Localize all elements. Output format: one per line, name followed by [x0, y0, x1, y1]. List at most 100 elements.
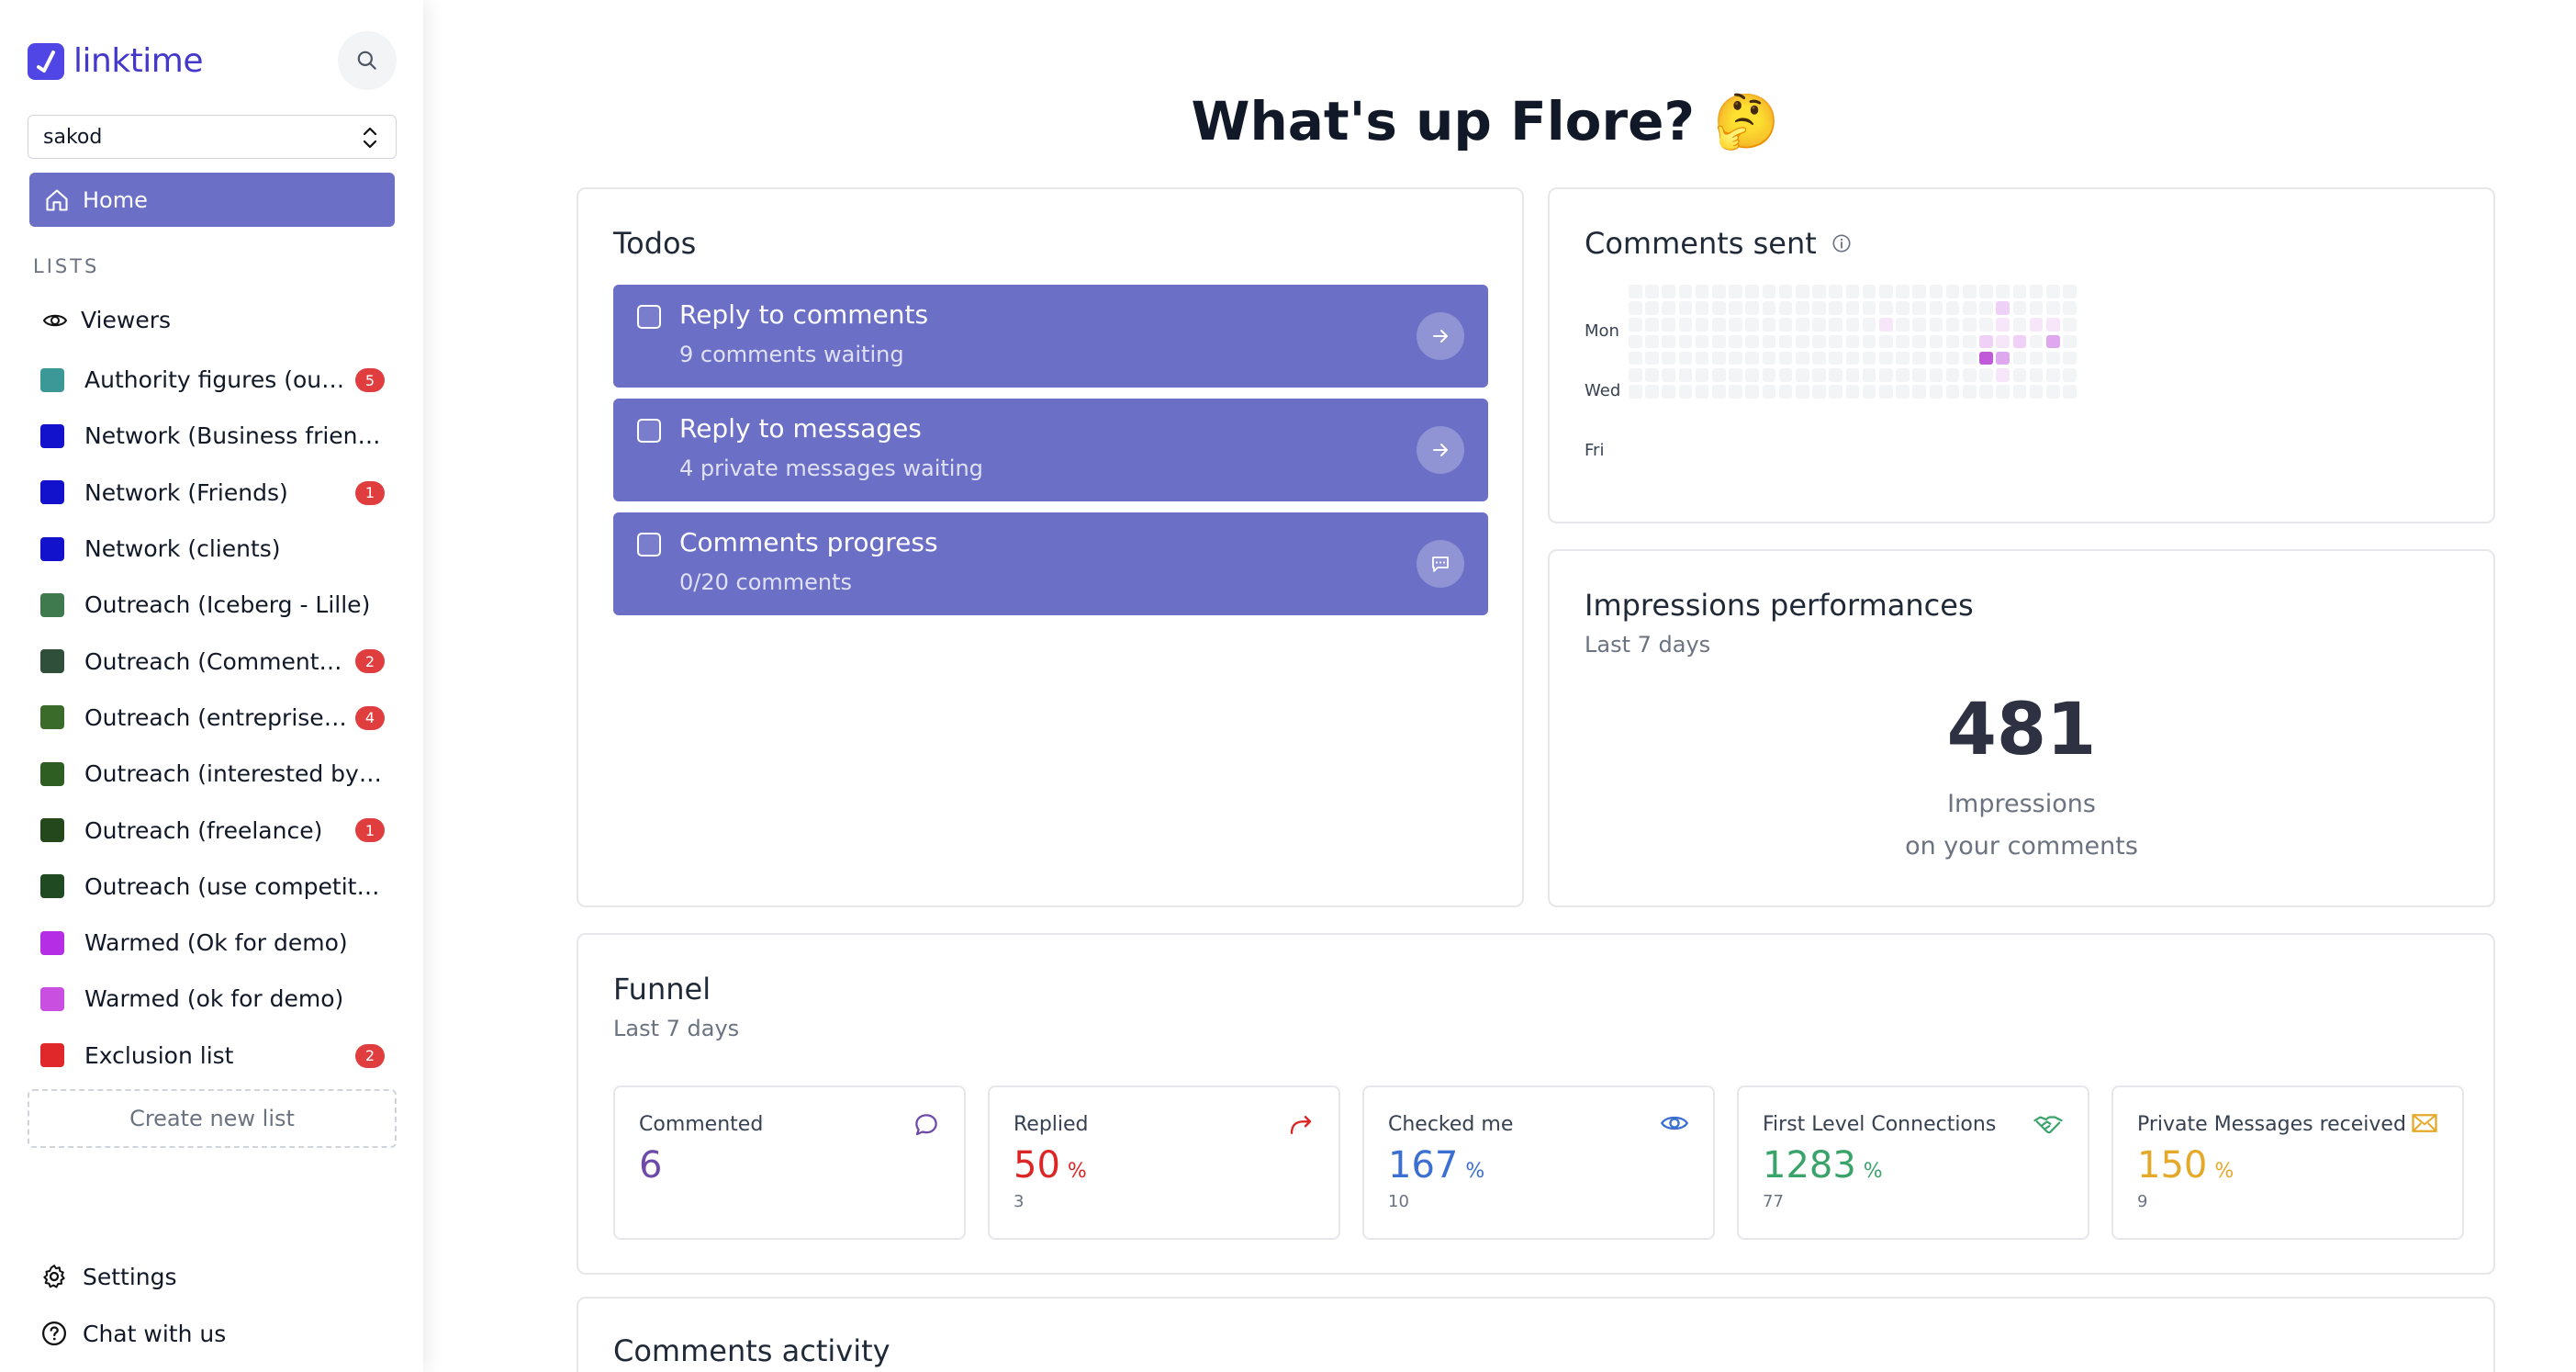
heatmap-cell[interactable]: [1929, 385, 1943, 399]
heatmap-cell[interactable]: [2063, 385, 2077, 399]
heatmap-cell[interactable]: [1712, 351, 1726, 365]
heatmap-cell[interactable]: [1862, 334, 1876, 349]
heatmap-cell[interactable]: [1896, 301, 1910, 315]
todo-checkbox[interactable]: [637, 533, 661, 557]
heatmap-cell[interactable]: [1678, 368, 1693, 382]
heatmap-cell[interactable]: [1829, 368, 1842, 382]
heatmap-cell[interactable]: [1879, 285, 1893, 298]
todo-checkbox[interactable]: [637, 305, 661, 329]
heatmap-cell[interactable]: [1812, 334, 1826, 349]
heatmap-cell[interactable]: [1745, 301, 1759, 315]
heatmap-cell[interactable]: [2046, 285, 2060, 298]
heatmap-cell[interactable]: [1712, 301, 1726, 315]
heatmap-cell[interactable]: [1678, 385, 1693, 399]
heatmap-cell[interactable]: [1645, 318, 1659, 332]
heatmap-cell[interactable]: [1712, 385, 1726, 399]
list-item[interactable]: Outreach (Iceberg - Lille): [0, 577, 423, 633]
heatmap-cell[interactable]: [1796, 334, 1809, 349]
heatmap-cell[interactable]: [1645, 351, 1659, 365]
heatmap-cell[interactable]: [1629, 385, 1642, 399]
heatmap-cell[interactable]: [1778, 385, 1793, 399]
heatmap-cell[interactable]: [2063, 351, 2077, 365]
heatmap-cell[interactable]: [1812, 285, 1826, 298]
list-item[interactable]: Warmed (ok for demo): [0, 971, 423, 1027]
nav-viewers[interactable]: Viewers: [42, 307, 171, 333]
heatmap-cell[interactable]: [1896, 318, 1910, 332]
heatmap-cell[interactable]: [2029, 318, 2044, 332]
list-item[interactable]: Network (Business friends): [0, 408, 423, 464]
app-logo[interactable]: linktime: [28, 42, 204, 80]
funnel-stat-checked-me[interactable]: Checked me 167% 10: [1362, 1085, 1715, 1240]
list-item[interactable]: Outreach (interested by to...: [0, 746, 423, 802]
heatmap-cell[interactable]: [1712, 334, 1726, 349]
todo-item[interactable]: Reply to messages 4 private messages wai…: [613, 399, 1488, 501]
heatmap-cell[interactable]: [1729, 385, 1742, 399]
heatmap-cell[interactable]: [1996, 334, 2010, 349]
heatmap-cell[interactable]: [1629, 368, 1642, 382]
heatmap-cell[interactable]: [1662, 334, 1675, 349]
nav-chat[interactable]: Chat with us: [40, 1320, 226, 1347]
heatmap-cell[interactable]: [1745, 318, 1759, 332]
heatmap-cell[interactable]: [1829, 285, 1842, 298]
heatmap-cell[interactable]: [1796, 368, 1809, 382]
heatmap-cell[interactable]: [1912, 368, 1926, 382]
heatmap-cell[interactable]: [1762, 318, 1776, 332]
heatmap-cell[interactable]: [1879, 318, 1893, 332]
heatmap-cell[interactable]: [1862, 285, 1876, 298]
todo-item[interactable]: Comments progress 0/20 comments: [613, 512, 1488, 615]
heatmap-cell[interactable]: [1996, 351, 2010, 365]
heatmap-cell[interactable]: [2012, 318, 2027, 332]
heatmap-cell[interactable]: [1829, 385, 1842, 399]
heatmap-cell[interactable]: [1963, 301, 1977, 315]
heatmap-cell[interactable]: [1678, 334, 1693, 349]
heatmap-cell[interactable]: [1829, 351, 1842, 365]
heatmap-cell[interactable]: [1912, 385, 1926, 399]
heatmap-cell[interactable]: [2029, 351, 2044, 365]
todo-checkbox[interactable]: [637, 419, 661, 443]
heatmap-cell[interactable]: [1929, 301, 1943, 315]
heatmap-cell[interactable]: [1678, 285, 1693, 298]
heatmap-cell[interactable]: [2063, 318, 2077, 332]
list-item[interactable]: Outreach (entreprises i... 4: [0, 690, 423, 746]
heatmap-cell[interactable]: [1879, 351, 1893, 365]
heatmap-cell[interactable]: [2029, 285, 2044, 298]
heatmap-cell[interactable]: [1979, 334, 1993, 349]
heatmap-cell[interactable]: [2012, 285, 2027, 298]
heatmap-cell[interactable]: [1879, 368, 1893, 382]
heatmap-cell[interactable]: [1762, 385, 1776, 399]
heatmap-cell[interactable]: [1778, 351, 1793, 365]
heatmap-cell[interactable]: [1662, 351, 1675, 365]
heatmap-cell[interactable]: [1812, 318, 1826, 332]
heatmap-cell[interactable]: [1829, 318, 1842, 332]
heatmap-cell[interactable]: [1812, 301, 1826, 315]
heatmap-cell[interactable]: [1845, 368, 1860, 382]
heatmap-cell[interactable]: [1996, 301, 2010, 315]
heatmap-cell[interactable]: [1963, 318, 1977, 332]
heatmap-cell[interactable]: [1845, 318, 1860, 332]
heatmap-cell[interactable]: [1678, 301, 1693, 315]
funnel-stat-private-messages[interactable]: Private Messages received 150% 9: [2111, 1085, 2464, 1240]
heatmap-cell[interactable]: [1829, 334, 1842, 349]
heatmap-cell[interactable]: [1695, 385, 1709, 399]
heatmap-cell[interactable]: [1662, 368, 1675, 382]
heatmap-cell[interactable]: [1645, 385, 1659, 399]
list-item[interactable]: Outreach (freelance) 1: [0, 802, 423, 858]
todo-go-button[interactable]: [1417, 426, 1464, 474]
heatmap-cell[interactable]: [1662, 318, 1675, 332]
heatmap-cell[interactable]: [1896, 368, 1910, 382]
heatmap-cell[interactable]: [1945, 368, 1960, 382]
heatmap-cell[interactable]: [2046, 368, 2060, 382]
heatmap-cell[interactable]: [1979, 301, 1993, 315]
heatmap-cell[interactable]: [1862, 368, 1876, 382]
heatmap-cell[interactable]: [1629, 301, 1642, 315]
heatmap-cell[interactable]: [1796, 301, 1809, 315]
heatmap-cell[interactable]: [1929, 351, 1943, 365]
heatmap-cell[interactable]: [1896, 385, 1910, 399]
heatmap-cell[interactable]: [1929, 285, 1943, 298]
heatmap-cell[interactable]: [1929, 368, 1943, 382]
heatmap-cell[interactable]: [1979, 285, 1993, 298]
heatmap-cell[interactable]: [2029, 385, 2044, 399]
heatmap-cell[interactable]: [1845, 385, 1860, 399]
heatmap-cell[interactable]: [1879, 334, 1893, 349]
info-icon[interactable]: [1831, 233, 1852, 253]
